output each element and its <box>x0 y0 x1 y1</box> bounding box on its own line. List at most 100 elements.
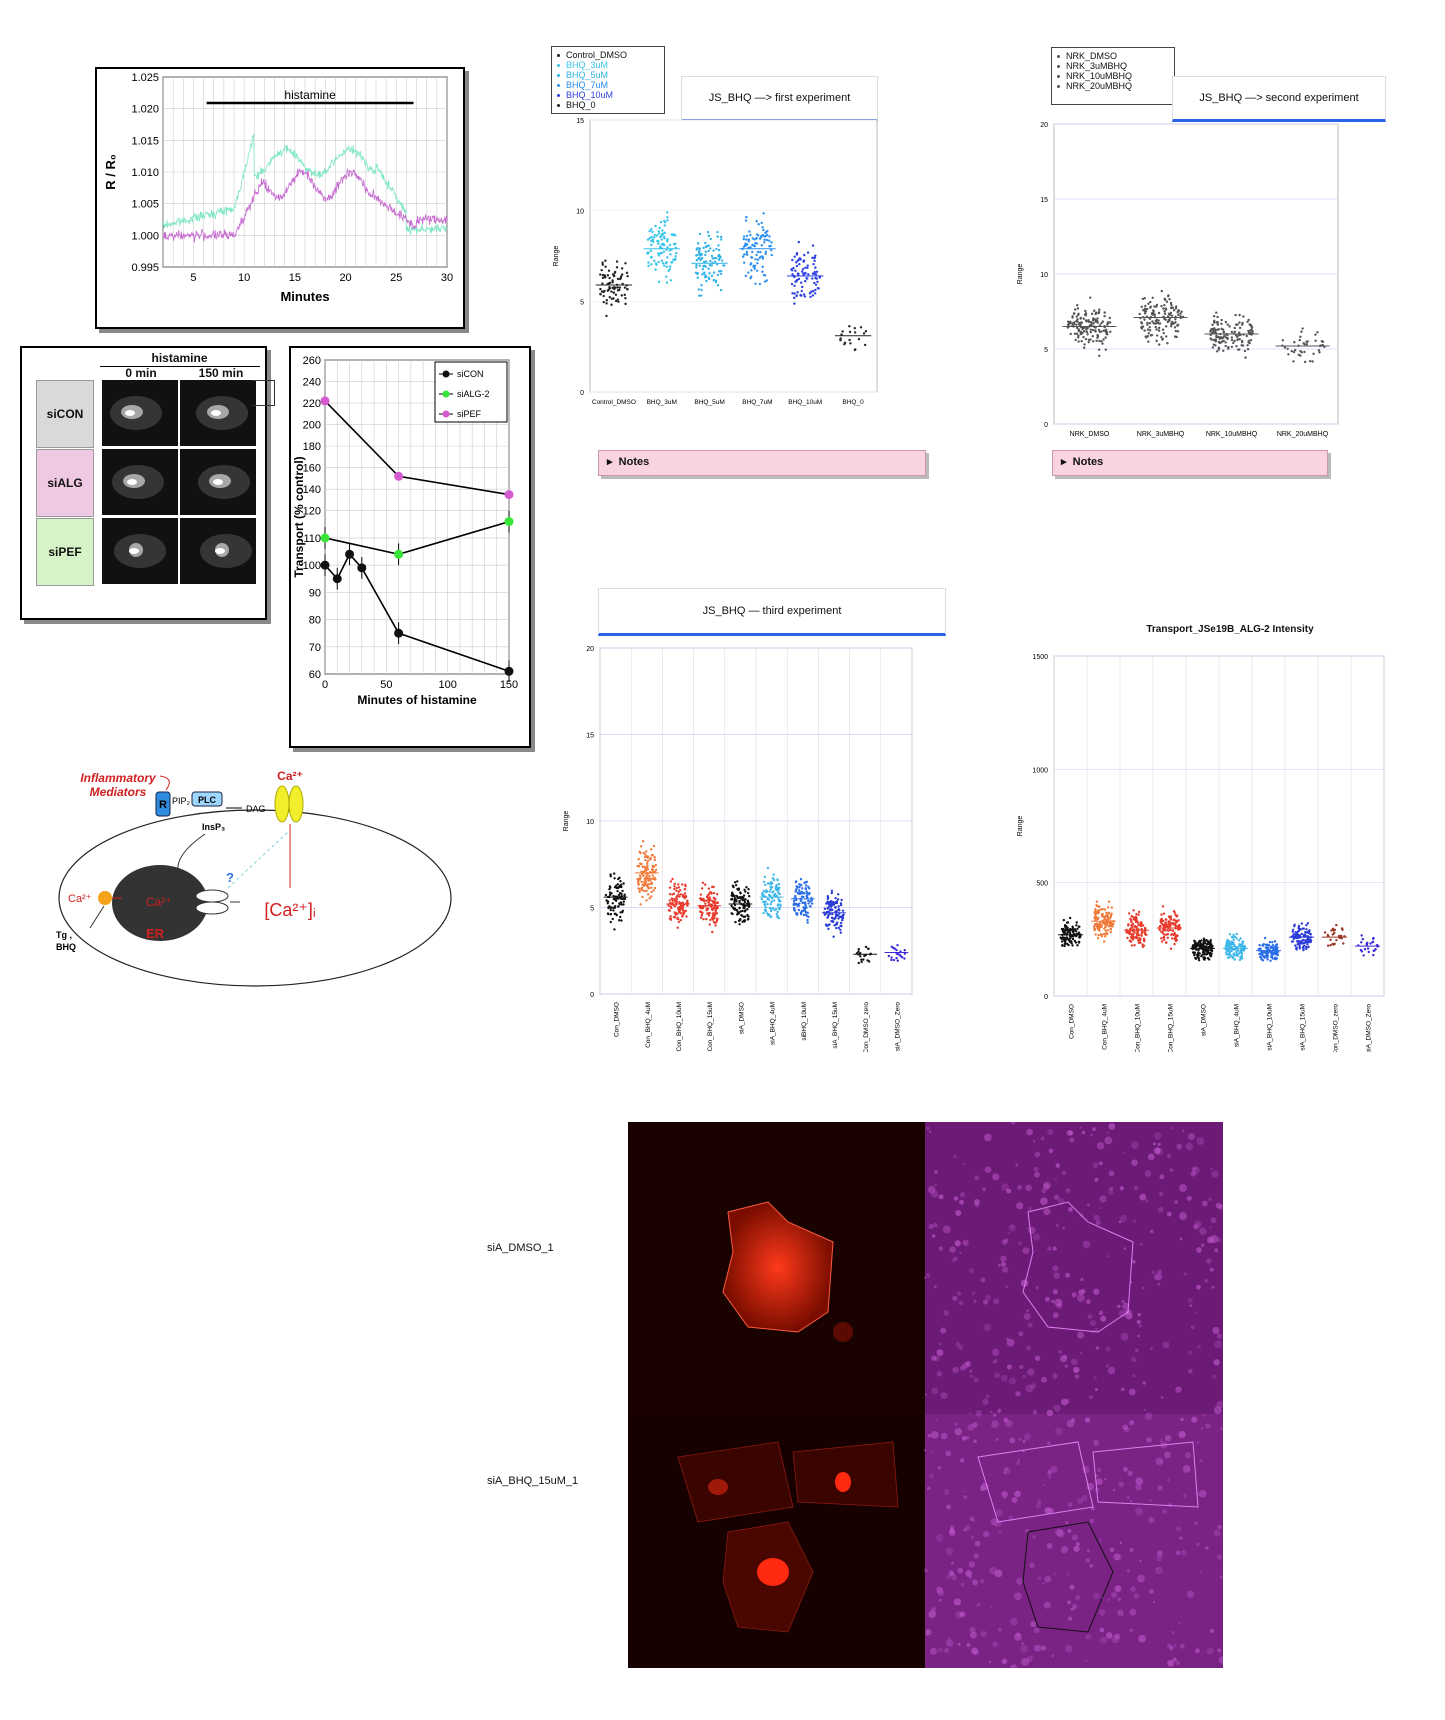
magenta-puncta <box>937 1589 945 1597</box>
data-point-siA_BHQ_10uM <box>1270 955 1274 958</box>
magenta-puncta <box>1029 1562 1035 1569</box>
data-point-siBHQ_10uM <box>794 880 798 884</box>
magenta-puncta <box>1054 1528 1063 1536</box>
data-point-NRK_DMSO <box>1082 335 1085 339</box>
data-point-Con_DMSO_zero <box>1335 923 1338 927</box>
data-point-BHQ_7uM <box>761 270 764 273</box>
data-point-Con_BHQ_15uM <box>1160 917 1164 921</box>
data-point-BHQ_10uM <box>807 273 810 276</box>
data-point-NRK_3uMBHQ <box>1152 311 1155 315</box>
scatter-category-label: Con_BHQ_10uM <box>676 1002 683 1052</box>
data-point-NRK_3uMBHQ <box>1169 301 1173 305</box>
magenta-puncta <box>928 1130 932 1133</box>
data-point-Con_BHQ_4uM <box>651 874 654 877</box>
magenta-puncta <box>1003 1417 1009 1423</box>
data-point-Con_BHQ_15uM <box>1168 923 1171 926</box>
magenta-puncta <box>1027 1368 1035 1376</box>
data-point-siA_BHQ_15uM <box>1298 927 1302 931</box>
magenta-puncta <box>940 1327 947 1334</box>
data-point-siBHQ_10uM <box>805 894 808 898</box>
tab-second-experiment[interactable]: JS_BHQ —> second experiment <box>1172 76 1386 122</box>
data-point-Con_BHQ_4uM <box>643 865 646 868</box>
magenta-puncta <box>997 1410 1001 1414</box>
data-point-BHQ_5uM <box>707 276 710 279</box>
data-point-NRK_3uMBHQ <box>1167 312 1171 315</box>
data-point-NRK_DMSO <box>1080 339 1083 343</box>
data-point-Control_DMSO <box>606 274 610 277</box>
magenta-puncta <box>1120 1332 1129 1341</box>
magenta-puncta <box>1160 1395 1164 1400</box>
cell-outline-bhq-magenta-1 <box>977 1441 1094 1523</box>
magenta-puncta <box>974 1175 980 1181</box>
data-point-Con_BHQ_15uM <box>712 896 716 900</box>
data-point-siA_BHQ_15uM <box>1292 937 1296 941</box>
data-point-siA_DMSO <box>738 918 742 922</box>
data-point-Con_BHQ_15uM <box>1167 929 1170 932</box>
data-point-siA_DMSO_Zero <box>1372 953 1375 957</box>
scatter-ytick-label: 15 <box>576 118 584 125</box>
magenta-puncta <box>992 1413 997 1417</box>
data-point-siA_DMSO <box>742 906 745 910</box>
data-point-siBHQ_10uM <box>792 903 795 907</box>
data-point-BHQ_7uM <box>768 239 771 242</box>
data-point-NRK_20uMBHQ <box>1281 339 1285 342</box>
data-point-BHQ_3uM <box>666 219 669 222</box>
golgi-core <box>215 548 225 554</box>
data-point-siA_BHQ_15uM <box>830 891 834 895</box>
magenta-puncta <box>1071 1418 1076 1423</box>
data-point-siA_BHQ_15uM <box>831 920 835 923</box>
magenta-puncta <box>1073 1366 1080 1374</box>
data-point-Con_DMSO_zero <box>1342 942 1345 945</box>
magenta-puncta <box>1065 1272 1070 1278</box>
data-point-BHQ_3uM <box>663 224 666 227</box>
magenta-puncta <box>1065 1188 1071 1193</box>
magenta-puncta <box>995 1437 999 1441</box>
magenta-puncta <box>1180 1417 1184 1421</box>
data-point-BHQ_7uM <box>761 265 764 269</box>
tab-first-experiment[interactable]: JS_BHQ —> first experiment <box>681 76 878 122</box>
data-point-NRK_10uMBHQ <box>1238 313 1241 317</box>
notes-arrow-icon: ▸ <box>1061 456 1067 468</box>
legend-dot <box>557 94 560 98</box>
magenta-puncta <box>1122 1424 1129 1431</box>
notes-toggle-1[interactable]: ▸ Notes <box>598 450 926 476</box>
magenta-puncta <box>959 1251 962 1254</box>
scatter-category-label: Control_DMSO <box>592 399 636 406</box>
data-point-siA_BHQ_4uM <box>1230 955 1234 958</box>
data-point-BHQ_10uM <box>793 296 796 300</box>
data-point-NRK_10uMBHQ <box>1230 338 1234 342</box>
magenta-puncta <box>1006 1364 1012 1370</box>
magenta-puncta <box>1016 1460 1021 1466</box>
magenta-puncta <box>968 1411 972 1415</box>
data-point-siA_BHQ_15uM <box>1302 946 1305 949</box>
data-point-siBHQ_10uM <box>808 905 812 908</box>
magenta-puncta <box>1052 1373 1058 1379</box>
scatter-ytick-label: 5 <box>1044 347 1048 354</box>
magenta-puncta <box>1135 1477 1144 1486</box>
data-point-NRK_DMSO <box>1075 315 1078 318</box>
data-point-siBHQ_10uM <box>804 904 807 907</box>
data-point-NRK_3uMBHQ <box>1161 328 1165 331</box>
data-point-NRK_10uMBHQ <box>1228 325 1231 328</box>
ratio-ytick-label: 1.025 <box>131 72 159 84</box>
data-point-NRK_3uMBHQ <box>1146 328 1150 331</box>
data-point-Con_DMSO_zero <box>1323 931 1327 934</box>
magenta-puncta <box>1089 1133 1094 1137</box>
tab-third-experiment[interactable]: JS_BHQ — third experiment <box>598 588 946 636</box>
data-point-siA_DMSO_Zero <box>893 947 896 950</box>
data-point-siA_BHQ_4uM <box>1236 949 1240 952</box>
legend-entry: BHQ_3uM <box>557 60 659 70</box>
data-point-NRK_DMSO <box>1080 321 1084 324</box>
data-point-Con_BHQ_15uM <box>1162 912 1166 915</box>
data-point-Con_DMSO_zero <box>857 950 860 953</box>
data-point-siA_DMSO <box>1197 959 1201 962</box>
magenta-puncta <box>1079 1126 1083 1129</box>
magenta-puncta <box>1154 1132 1162 1140</box>
magenta-puncta <box>992 1641 998 1647</box>
third-experiment-title: JS_BHQ — third experiment <box>702 605 842 617</box>
notes-toggle-2[interactable]: ▸ Notes <box>1052 450 1328 476</box>
data-point-siA_BHQ_4uM <box>1233 954 1236 957</box>
data-point-NRK_DMSO <box>1085 320 1088 323</box>
magenta-channel-bhq <box>925 1414 1223 1668</box>
data-point-BHQ_7uM <box>745 250 749 254</box>
